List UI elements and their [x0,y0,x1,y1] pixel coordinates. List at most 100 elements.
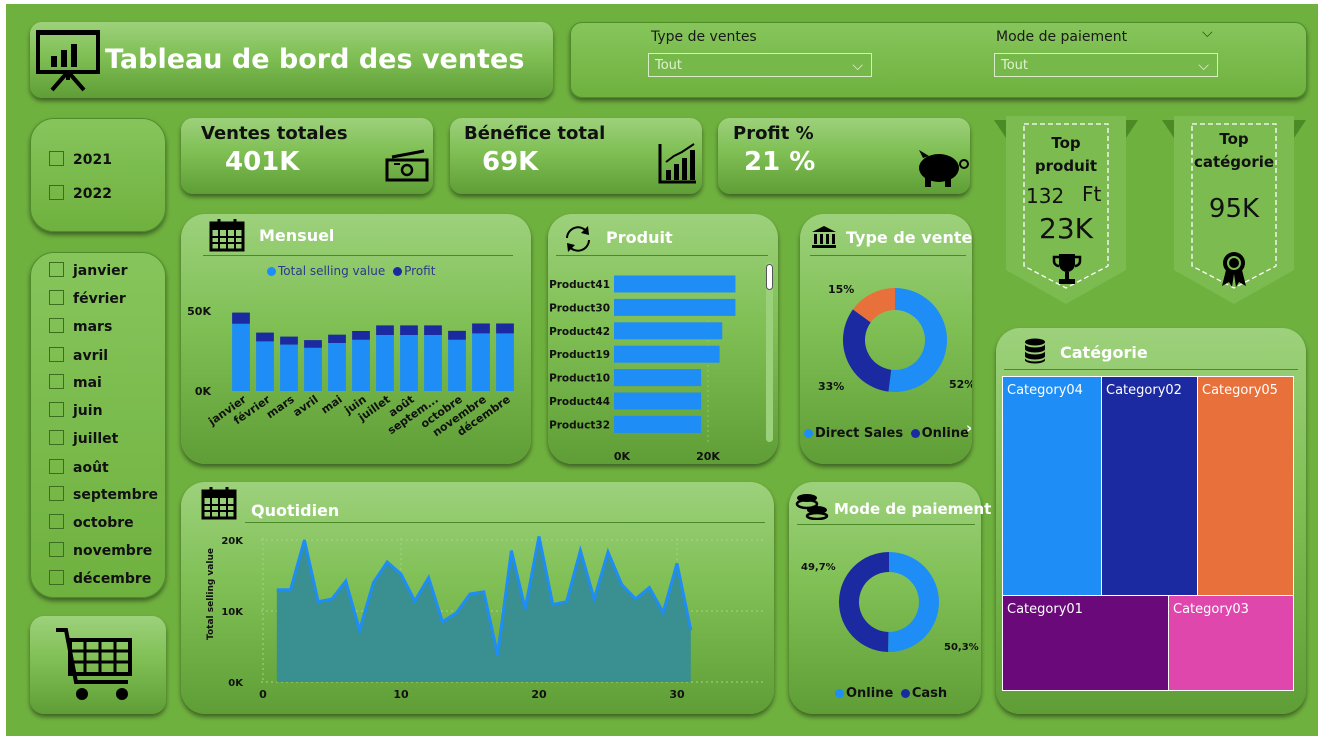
kpi-profit-label: Profit % [733,123,814,144]
bar [614,369,702,387]
bar-profit [448,330,466,340]
treemap-cell[interactable]: Category04 [1002,376,1102,596]
month-option[interactable]: novembre [49,542,152,559]
checkbox[interactable] [49,318,64,333]
checkbox[interactable] [49,347,64,362]
banner-shape [994,116,1138,304]
legend-dot [267,267,276,276]
checkbox[interactable] [49,262,64,277]
checkbox[interactable] [49,514,64,529]
checkbox[interactable] [49,290,64,305]
trophy-icon [1052,254,1082,284]
checkbox[interactable] [49,459,64,474]
database-icon [1025,338,1045,364]
month-option[interactable]: septembre [49,486,158,503]
mode-paiement-card: Mode de paiement 49,7% 50,3% Online Cash [789,482,991,714]
donut-slice [852,288,895,323]
treemap-cell[interactable]: Category05 [1197,376,1294,596]
produit-scrollbar[interactable] [766,262,773,442]
x-tick-label: avril [291,393,321,419]
treemap-cell[interactable]: Category02 [1101,376,1198,596]
month-option[interactable]: mai [49,374,102,391]
banner-shape [1162,116,1306,304]
x-tick-label: mai [319,393,345,417]
bar-total [448,339,466,391]
checkbox[interactable] [49,185,64,200]
y-axis-label: Total selling value [206,548,216,640]
month-option[interactable]: janvier [49,262,128,279]
legend-next-icon[interactable]: › [966,419,973,437]
type-vente-title: Type de vente [846,228,973,247]
filters-card: Type de ventes Tout ⌵ Mode de paiement ⌵ … [570,22,1307,98]
bank-icon [812,226,836,248]
month-option[interactable]: octobre [49,514,134,531]
bar-total [496,333,514,391]
y-tick-label: 50K [187,305,211,318]
checkbox[interactable] [49,374,64,389]
month-option[interactable]: juillet [49,430,118,447]
donut-slice [839,552,889,652]
treemap-cell[interactable]: Category03 [1168,595,1294,691]
treemap-cell[interactable]: Category01 [1002,595,1169,691]
shopping-cart-icon [56,628,132,700]
bar [614,345,720,363]
donut-slice [888,288,947,392]
checkbox[interactable] [49,151,64,166]
x-tick-label: 30 [669,688,685,701]
checkbox[interactable] [49,570,64,585]
quotidien-card: Quotidien 0K 10K 20K 0 10 20 30 Total selling v… [181,482,774,714]
bar-total [280,344,298,391]
presentation-chart-icon [36,30,100,92]
mode-paiement-select[interactable]: Tout ⌵ [994,53,1218,77]
award-ribbon-icon [1222,252,1246,287]
bar [614,392,702,410]
year-slicer: 2021 2022 [30,118,166,232]
produit-title: Produit [606,228,673,247]
month-option[interactable]: février [49,290,126,307]
bar-profit [280,336,298,345]
slice-label: 50,3% [944,642,979,653]
checkbox[interactable] [49,542,64,557]
legend-dot [910,429,920,438]
y-tick-label: 0K [228,678,244,689]
mode-paiement-chart: 49,7% 50,3% [801,552,979,653]
top-produit-title: Top produit [1034,134,1098,175]
y-tick-label: Product10 [549,373,610,385]
scrollbar-thumb[interactable] [766,264,773,290]
dashboard: Tableau de bord des ventes Type de vente… [6,4,1318,736]
top-produit-value: 23K [1039,212,1093,245]
month-option[interactable]: août [49,459,109,476]
bar-total [352,339,370,391]
growth-chart-icon [658,143,696,184]
bar [614,415,702,433]
month-option[interactable]: avril [49,347,108,364]
kpi-ventes-value: 401K [225,147,300,177]
year-option[interactable]: 2022 [49,185,112,202]
type-ventes-select[interactable]: Tout ⌵ [648,53,872,77]
legend-dot [900,689,910,698]
legend-dot [393,267,403,276]
collapse-chevron-icon[interactable]: ⌵ [1202,25,1213,41]
month-option[interactable]: mars [49,318,112,335]
area-fill [276,536,691,682]
mensuel-title: Mensuel [259,226,335,245]
cart-button[interactable] [30,616,166,714]
x-tick-label: 20 [531,688,547,701]
bar-profit [400,325,418,335]
type-vente-legend: Direct Sales Online [804,426,969,441]
y-tick-label: 10K [221,607,244,618]
top-categorie-value: 95K [1208,194,1260,224]
month-option[interactable]: juin [49,402,103,419]
checkbox[interactable] [49,402,64,417]
produit-chart: Product41 Product30 Product42 Product19 Prod… [549,270,736,463]
kpi-ventes-label: Ventes totales [201,123,348,144]
bar [614,298,736,316]
bar-profit [472,323,490,334]
year-option[interactable]: 2021 [49,151,112,168]
checkbox[interactable] [49,486,64,501]
mode-paiement-legend: Online Cash [835,686,947,701]
x-tick-label: 20K [696,450,720,463]
checkbox[interactable] [49,430,64,445]
month-option[interactable]: décembre [49,570,151,587]
y-tick-label: Product42 [549,326,610,338]
